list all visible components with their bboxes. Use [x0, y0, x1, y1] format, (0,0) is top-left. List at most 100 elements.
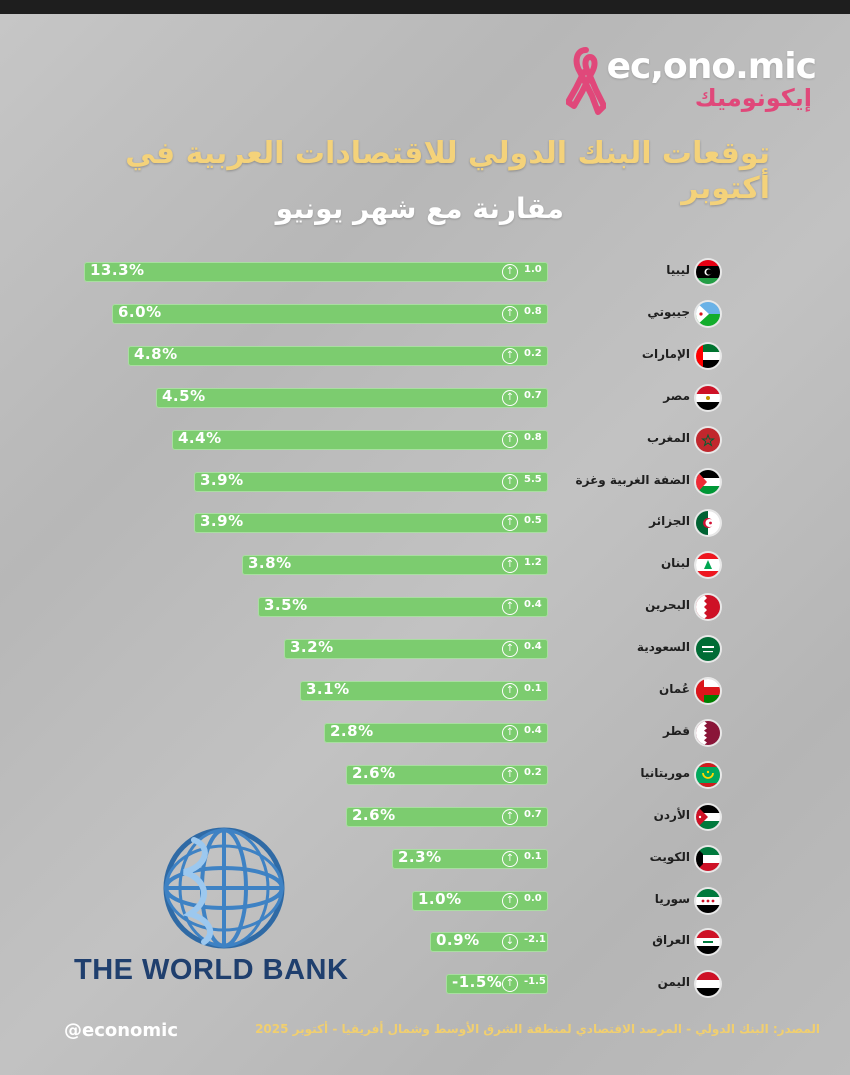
arrow-up-icon: ↑	[502, 808, 518, 825]
bar	[300, 681, 548, 701]
country-label: مصر	[663, 388, 690, 403]
arrow-up-icon: ↑	[502, 305, 518, 322]
country-label: موريتانيا	[640, 765, 690, 780]
country-label: اليمن	[657, 975, 690, 990]
bar-row: 1.0% ↑ 0.0 سوريا	[0, 883, 850, 919]
bar-value-label: 6.0%	[118, 302, 162, 321]
bar	[258, 597, 548, 618]
bar	[346, 764, 548, 785]
change-label: 0.4	[524, 724, 542, 736]
country-label: الضفة الغربية وغزة	[575, 472, 690, 487]
bar-row: 2.6% ↑ 0.7 الأردن	[0, 799, 850, 835]
bar-value-label: -1.5%	[452, 973, 503, 992]
bar-value-label: 2.6%	[352, 805, 396, 824]
oman-flag-icon	[696, 679, 720, 703]
djibouti-flag-icon	[696, 301, 720, 326]
morocco-flag-icon	[696, 427, 720, 452]
bar-row: 4.8% ↑ 0.2 الإمارات	[0, 338, 850, 374]
country-label: السعودية	[636, 640, 690, 655]
bar-value-label: 3.2%	[290, 638, 334, 657]
qatar-flag-icon	[696, 720, 720, 745]
bar-value-label: 4.5%	[162, 386, 206, 405]
bar	[242, 555, 548, 576]
bar-row: 4.4% ↑ 0.8 المغرب	[0, 422, 850, 458]
brand-name-en: ec,ono.mic	[606, 46, 817, 87]
arrow-up-icon: ↑	[502, 641, 518, 658]
arrow-up-icon: ↑	[502, 473, 518, 490]
libya-flag-icon	[696, 260, 720, 284]
bar-row: 3.5% ↑ 0.4 البحرين	[0, 589, 850, 625]
arrow-up-icon: ↑	[502, 892, 518, 909]
bar	[112, 303, 548, 324]
bar-row: 2.6% ↑ 0.2 موريتانيا	[0, 757, 850, 793]
bar-value-label: 3.1%	[306, 680, 350, 698]
arrow-up-icon: ↑	[502, 976, 518, 993]
country-label: الإمارات	[641, 346, 690, 361]
arrow-up-icon: ↑	[502, 683, 518, 699]
lebanon-flag-icon	[696, 553, 720, 578]
iraq-flag-icon	[696, 930, 720, 955]
chart-title: توقعات البنك الدولي للاقتصادات العربية ف…	[125, 136, 770, 206]
arrow-up-icon: ↑	[502, 389, 518, 406]
change-label: 1.2	[524, 557, 542, 569]
country-label: قطر	[662, 723, 690, 738]
yemen-flag-icon	[696, 972, 720, 997]
bar	[446, 974, 548, 995]
bar-row: 2.3% ↑ 0.1 الكويت	[0, 841, 850, 877]
pink-ribbon-icon	[566, 47, 606, 115]
bar-row: 2.8% ↑ 0.4 قطر	[0, 715, 850, 751]
country-label: عُمان	[659, 682, 690, 696]
change-label: -1.5	[524, 976, 546, 988]
footer-source: المصدر: البنك الدولي - المرصد الاقتصادي …	[255, 1022, 820, 1036]
change-label: 0.1	[524, 850, 542, 862]
saudi-flag-icon	[696, 637, 720, 662]
country-label: البحرين	[645, 598, 690, 613]
bar	[430, 932, 548, 953]
bar-value-label: 1.0%	[418, 889, 462, 908]
change-label: 0.7	[524, 389, 542, 401]
bar	[128, 345, 548, 366]
arrow-up-icon: ↑	[502, 264, 518, 280]
change-label: 0.4	[524, 599, 542, 611]
bar-value-label: 3.5%	[264, 596, 308, 615]
bar-row: 4.5% ↑ 0.7 مصر	[0, 380, 850, 416]
bar-row: 0.9% ↓ -2.1 العراق	[0, 924, 850, 960]
change-label: 0.2	[524, 766, 542, 778]
mauritania-flag-icon	[696, 762, 720, 787]
arrow-up-icon: ↑	[502, 347, 518, 364]
bar-row: 13.3% ↑ 1.0 ليبيا	[0, 254, 850, 290]
bar-value-label: 2.6%	[352, 763, 396, 782]
bar	[194, 513, 548, 534]
arrow-up-icon: ↑	[502, 766, 518, 783]
algeria-flag-icon	[696, 511, 720, 536]
change-label: 1.0	[524, 264, 542, 275]
bar-value-label: 2.8%	[330, 721, 374, 740]
change-label: 0.8	[524, 431, 542, 443]
bar-value-label: 13.3%	[90, 261, 145, 279]
country-label: العراق	[652, 933, 690, 948]
bar-row: -1.5% ↑ -1.5 اليمن	[0, 966, 850, 1002]
country-label: الجزائر	[649, 514, 690, 529]
arrow-up-icon: ↑	[502, 850, 518, 867]
change-label: 0.8	[524, 305, 542, 317]
arrow-up-icon: ↑	[502, 557, 518, 574]
bar	[324, 722, 548, 743]
change-label: 0.2	[524, 347, 542, 359]
palestine-flag-icon	[696, 469, 720, 494]
bar	[156, 387, 548, 408]
arrow-up-icon: ↑	[502, 515, 518, 532]
kuwait-flag-icon	[696, 846, 720, 871]
uae-flag-icon	[696, 343, 720, 368]
worldbank-logo: THE WORLD BANK	[74, 826, 394, 996]
change-label: 0.4	[524, 641, 542, 653]
country-label: ليبيا	[666, 263, 690, 277]
brand-logo: ec,ono.mic إيكونوميك	[566, 46, 817, 126]
change-label: -2.1	[524, 934, 546, 946]
bar-row: 3.9% ↑ 0.5 الجزائر	[0, 505, 850, 541]
bar	[84, 262, 548, 282]
bar-value-label: 4.8%	[134, 344, 178, 363]
bar-row: 3.8% ↑ 1.2 لبنان	[0, 547, 850, 583]
bar-value-label: 2.3%	[398, 847, 442, 866]
country-label: المغرب	[647, 430, 690, 445]
bar-value-label: 3.8%	[248, 554, 292, 573]
